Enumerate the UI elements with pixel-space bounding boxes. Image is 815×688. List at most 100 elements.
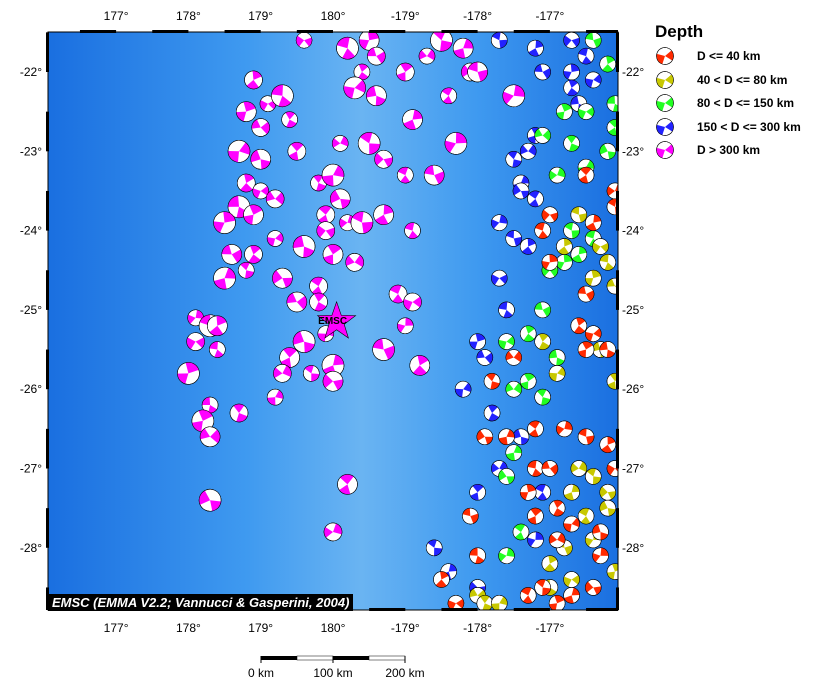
focal-mechanism [201, 396, 219, 414]
focal-mechanism [585, 325, 602, 342]
focal-mechanism [221, 244, 243, 265]
focal-mechanism [469, 333, 486, 350]
lat-tick-label: -27° [20, 462, 42, 476]
focal-mechanism [409, 355, 431, 376]
frame-segment [616, 270, 619, 310]
lon-tick-label: -179° [391, 621, 420, 635]
frame-segment [616, 32, 619, 72]
focal-mechanism [251, 118, 270, 137]
focal-mechanism [491, 32, 508, 49]
focal-mechanism [505, 230, 522, 247]
lon-tick-label: 179° [248, 621, 273, 635]
lat-tick-label: -22° [622, 65, 644, 79]
focal-mechanism [227, 140, 251, 163]
beachball-symbol [656, 94, 674, 112]
focal-mechanism [292, 235, 316, 258]
focal-mechanism [322, 244, 344, 265]
focal-mechanism [469, 484, 486, 501]
lat-tick-label: -28° [622, 541, 644, 555]
focal-mechanism [374, 149, 393, 169]
focal-mechanism [519, 325, 537, 342]
focal-mechanism [491, 214, 508, 231]
beachball-icon [656, 47, 674, 65]
focal-mechanism [404, 222, 421, 239]
legend-label: D <= 40 km [697, 49, 761, 63]
frame-segment [46, 508, 49, 548]
legend-item: 150 < D <= 300 km [655, 116, 801, 138]
focal-mechanism [505, 444, 522, 461]
focal-mechanism [281, 111, 298, 128]
focal-mechanism [425, 539, 443, 557]
focal-mechanism [447, 595, 465, 610]
focal-mechanism [505, 349, 522, 366]
focal-mechanism [236, 173, 256, 193]
focal-mechanism [483, 404, 501, 422]
focal-mechanism [548, 499, 566, 517]
lon-tick-label: 179° [248, 9, 273, 23]
focal-mechanism [563, 587, 580, 604]
focal-mechanism [469, 547, 486, 564]
frame-segment [586, 608, 618, 611]
frame-segment [513, 608, 550, 611]
focal-mechanisms [177, 32, 618, 610]
lon-tick-label: -178° [463, 9, 492, 23]
legend-item: 40 < D <= 80 km [655, 69, 787, 91]
focal-mechanism [337, 474, 358, 495]
focal-mechanism [331, 135, 349, 152]
focal-mechanism [273, 364, 292, 383]
focal-mechanism [599, 341, 616, 358]
focal-mechanism [191, 409, 215, 433]
beachball-icon [656, 70, 674, 89]
focal-mechanism [309, 276, 328, 296]
focal-mechanism [548, 166, 566, 184]
focal-mechanism [541, 254, 559, 271]
frame-segment [46, 111, 49, 152]
frame-segment [46, 190, 49, 231]
focal-mechanism [592, 547, 609, 564]
focal-mechanism [467, 61, 488, 83]
focal-mechanism [527, 39, 544, 57]
focal-mechanism [541, 555, 559, 572]
focal-mechanism [265, 189, 285, 209]
lon-tick-label: 177° [104, 621, 129, 635]
focal-mechanism [476, 428, 494, 446]
frame-segment [586, 30, 618, 33]
focal-mechanism [577, 103, 595, 120]
focal-mechanism [527, 507, 544, 525]
scale-label-100: 100 km [313, 666, 353, 680]
focal-mechanism [237, 262, 255, 279]
focal-mechanism [235, 101, 257, 122]
focal-mechanism [322, 371, 344, 392]
lat-tick-label: -25° [20, 303, 42, 317]
focal-mechanism [585, 468, 602, 485]
focal-mechanism [287, 142, 307, 161]
focal-mechanism [292, 330, 316, 353]
focal-mechanism [599, 55, 616, 73]
frame-segment [46, 32, 49, 72]
focal-mechanism [498, 333, 515, 350]
focal-mechanism [229, 403, 249, 423]
focal-mechanism [209, 341, 226, 358]
focal-mechanism [548, 531, 566, 549]
frame-segment [46, 270, 49, 310]
focal-mechanism [397, 166, 414, 184]
focal-mechanism [343, 76, 366, 100]
focal-mechanism [266, 230, 284, 247]
focal-mechanism [512, 523, 530, 541]
focal-mechanism [505, 150, 522, 168]
legend-label: 80 < D <= 150 km [697, 96, 795, 110]
focal-mechanism [541, 460, 559, 477]
focal-mechanism [585, 32, 602, 49]
focal-mechanism [585, 214, 602, 231]
focal-mechanism [323, 522, 343, 542]
frame-segment [616, 428, 619, 469]
focal-mechanism [606, 95, 618, 112]
focal-mechanism [199, 426, 221, 448]
legend-item: D > 300 km [655, 139, 760, 161]
focal-mechanism [321, 163, 345, 187]
focal-mechanism [541, 206, 559, 223]
focal-mechanism [498, 301, 515, 319]
focal-mechanism [527, 420, 544, 438]
frame-segment [369, 30, 406, 33]
